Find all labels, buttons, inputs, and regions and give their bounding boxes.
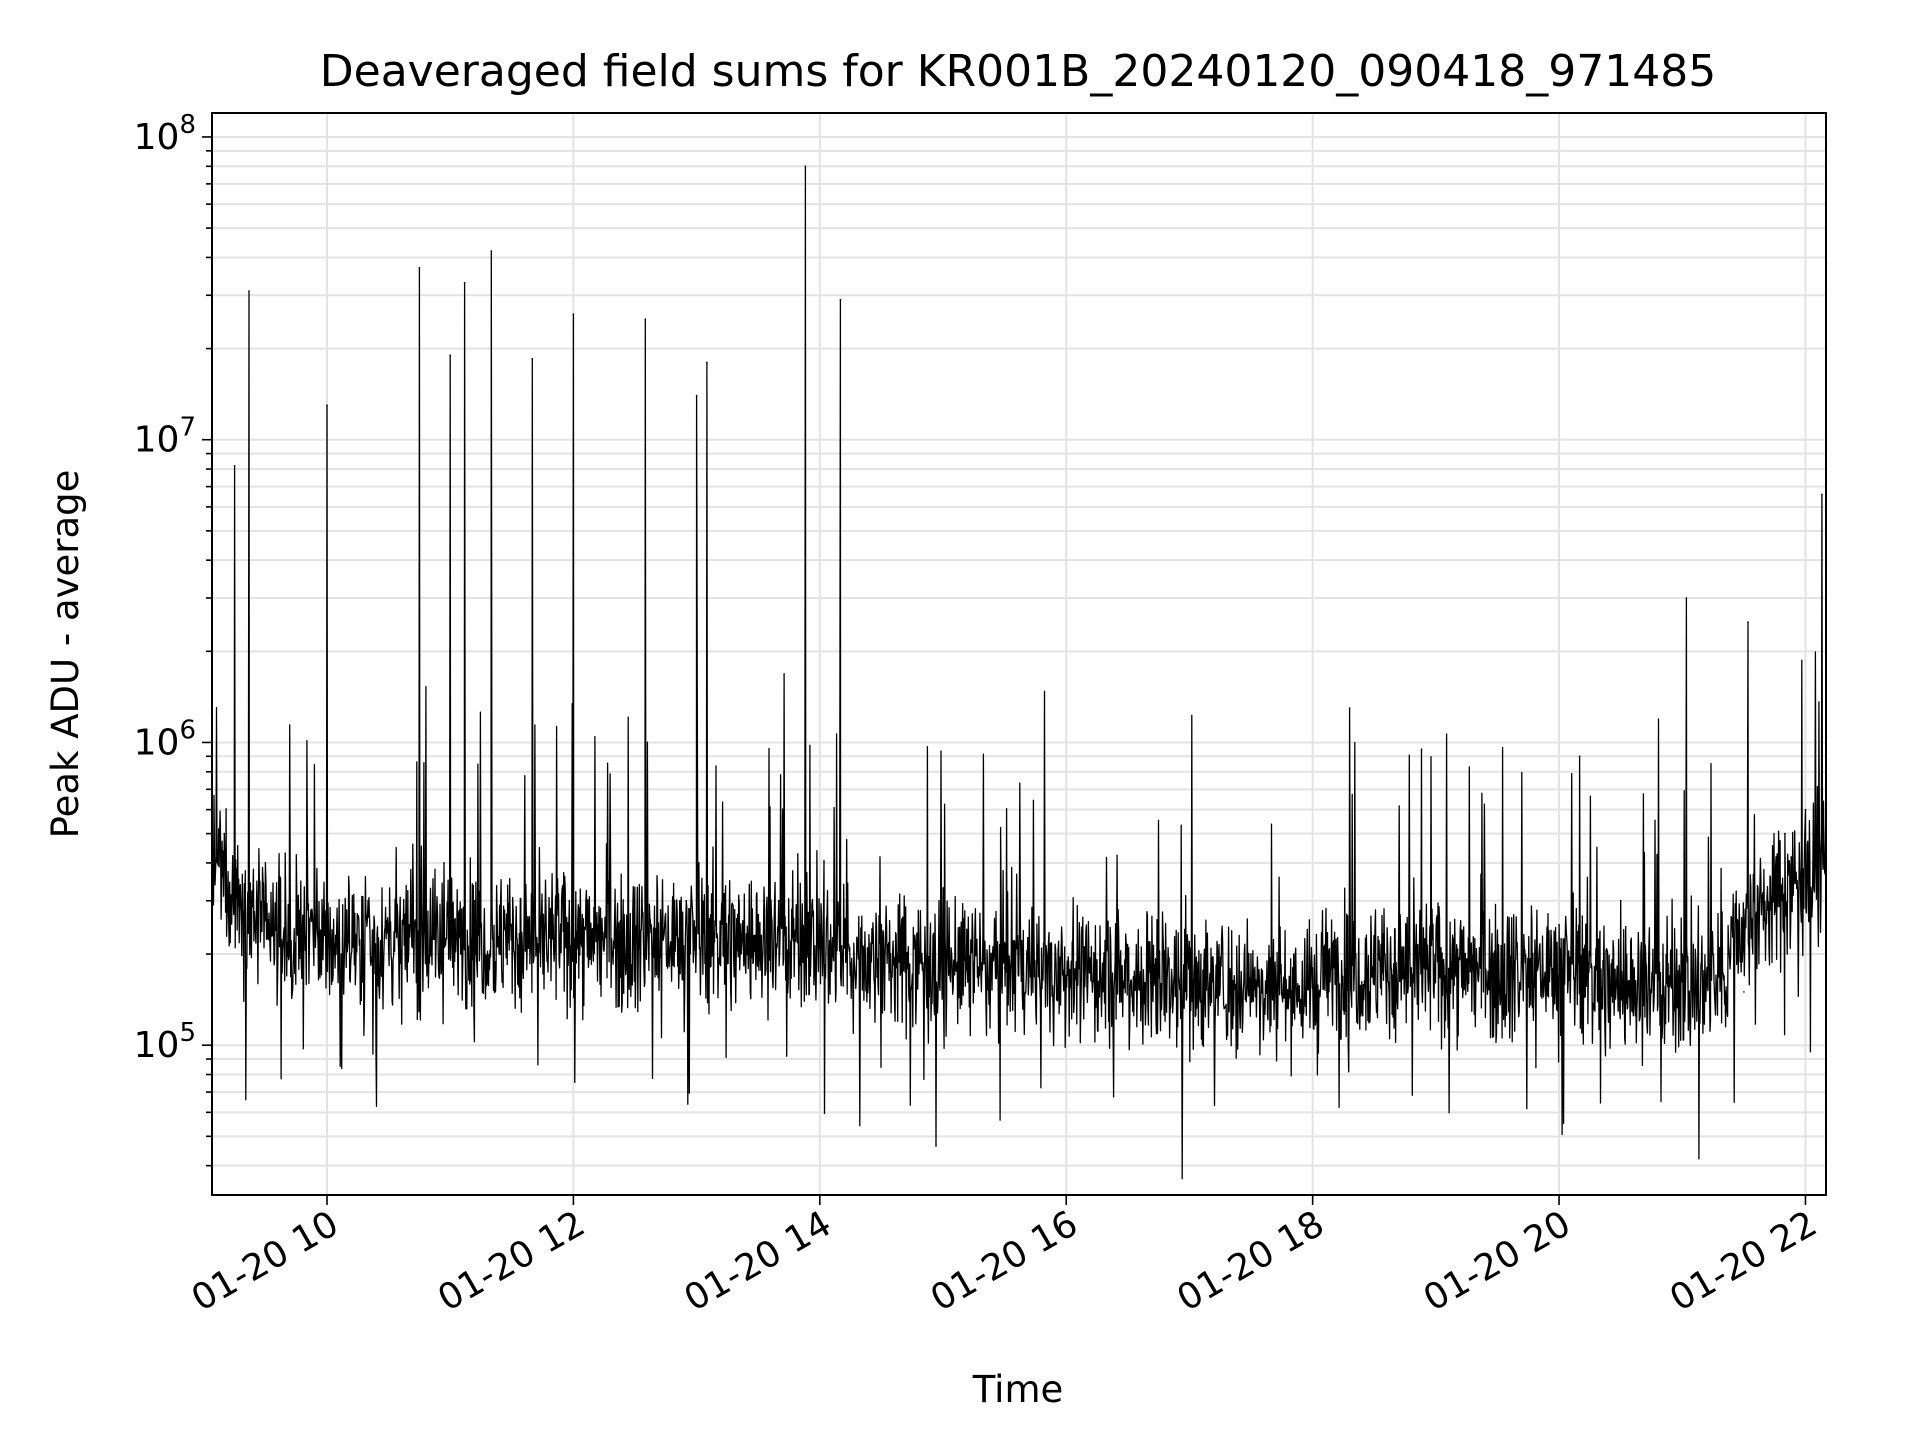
data-point — [264, 862, 267, 864]
data-point — [777, 899, 780, 902]
series-line-layer — [211, 165, 1827, 1180]
data-point — [463, 281, 466, 284]
data-point — [1619, 899, 1622, 902]
data-point — [1188, 940, 1191, 943]
data-point — [1420, 748, 1423, 750]
data-point — [239, 899, 242, 902]
data-point — [1578, 755, 1581, 758]
data-point — [326, 404, 328, 407]
data-point — [474, 899, 476, 902]
data-point — [367, 899, 369, 902]
data-point — [1127, 953, 1129, 955]
data-point — [880, 923, 883, 926]
data-point — [1821, 493, 1823, 496]
data-point — [706, 361, 708, 364]
data-point — [1747, 621, 1749, 623]
data-point — [443, 862, 445, 864]
data-point — [315, 923, 318, 926]
data-point — [1383, 953, 1386, 955]
y-tick-label: 108 — [134, 110, 196, 158]
data-point — [1003, 967, 1006, 969]
data-point — [695, 394, 698, 397]
data-point — [1250, 953, 1252, 955]
data-point — [942, 953, 944, 955]
data-point — [418, 266, 421, 269]
y-tick-label: 105 — [134, 1018, 196, 1066]
data-point — [1065, 974, 1067, 977]
y-axis-label: Peak ADU - average — [44, 470, 87, 839]
chart-title: Deaveraged field sums for KR001B_2024012… — [320, 46, 1716, 97]
data-point — [819, 923, 821, 926]
data-point — [511, 923, 513, 926]
data-point — [568, 899, 571, 902]
data-point — [1348, 707, 1351, 709]
data-point — [1685, 597, 1688, 599]
data-point — [248, 290, 250, 292]
y-tick-label: 107 — [134, 413, 196, 461]
data-point — [1681, 953, 1684, 955]
data-point — [1496, 953, 1499, 955]
data-point — [804, 165, 807, 168]
plot-frame — [211, 112, 1827, 1196]
data-point — [295, 879, 298, 882]
data-point — [1784, 832, 1786, 835]
y-tick-label: 106 — [134, 715, 196, 763]
data-point — [572, 313, 575, 315]
data-point — [1743, 991, 1745, 993]
data-point — [839, 298, 842, 301]
data-point — [845, 899, 848, 902]
series-line — [211, 165, 1827, 1180]
data-point — [490, 250, 493, 252]
data-point — [736, 923, 739, 926]
data-point — [223, 832, 226, 835]
data-point — [1311, 967, 1314, 969]
x-axis-label: Time — [972, 1368, 1064, 1411]
data-point — [1558, 923, 1560, 926]
data-point — [531, 358, 534, 360]
data-point — [408, 923, 410, 926]
data-point — [613, 923, 616, 926]
data-point — [233, 465, 236, 467]
data-point — [685, 899, 688, 902]
data-point — [1804, 808, 1807, 811]
data-point — [449, 354, 452, 357]
data-point — [644, 318, 647, 321]
